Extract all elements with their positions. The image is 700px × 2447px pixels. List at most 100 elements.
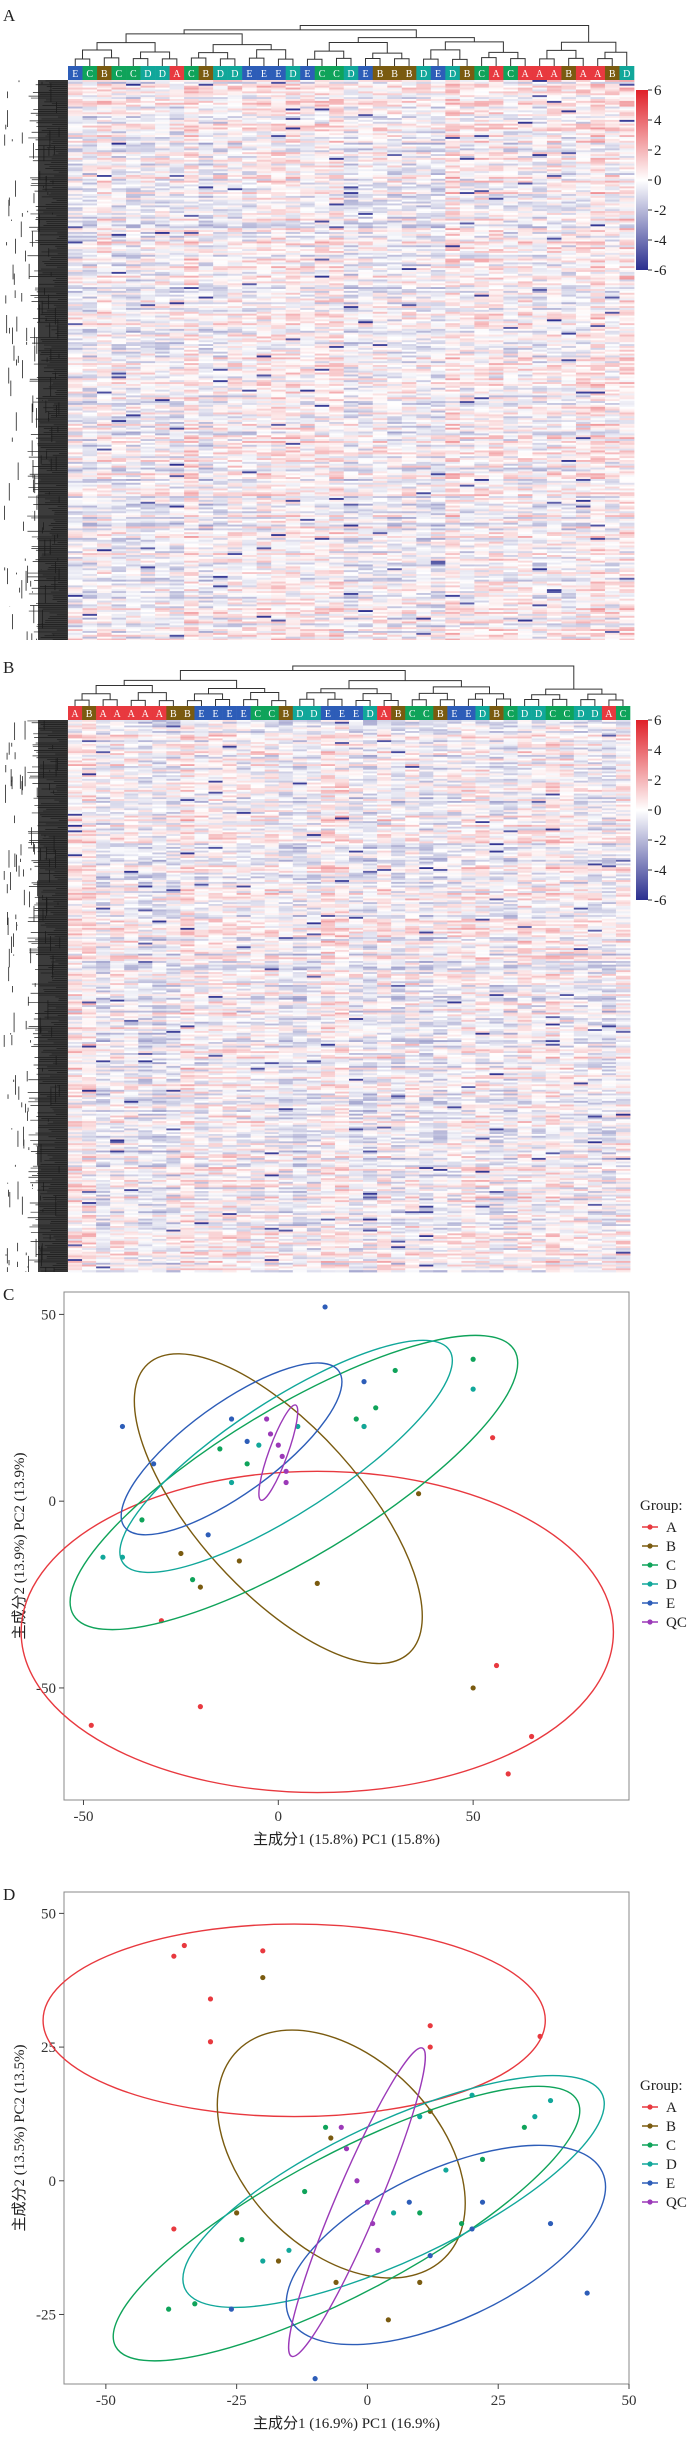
heatmap-cell (68, 180, 83, 183)
heatmap-cell (155, 243, 170, 246)
heatmap-cell (459, 271, 475, 275)
heatmap-cell (372, 237, 388, 240)
heatmap-cell (184, 99, 200, 102)
heatmap-cell (416, 127, 432, 130)
heatmap-cell (517, 186, 533, 189)
heatmap-cell (271, 260, 287, 263)
heatmap-cell (111, 300, 127, 303)
heatmap-cell (97, 150, 112, 153)
heatmap-cell (358, 159, 374, 163)
heatmap-cell (242, 186, 258, 189)
heatmap-cell (416, 85, 432, 88)
heatmap-cell (169, 167, 185, 170)
heatmap-cell (126, 85, 141, 88)
heatmap-cell (619, 180, 635, 183)
heatmap-cell (256, 254, 272, 258)
heatmap-cell (401, 127, 417, 130)
heatmap-cell (604, 173, 620, 176)
heatmap-cell (590, 239, 606, 242)
heatmap-cell (242, 108, 258, 111)
heatmap-cell (445, 249, 461, 252)
heatmap-cell (503, 148, 519, 151)
heatmap-cell (169, 239, 185, 242)
heatmap-cell (111, 133, 127, 136)
heatmap-cell (155, 138, 170, 142)
heatmap-cell (445, 245, 461, 248)
heatmap-cell (285, 207, 301, 210)
heatmap-cell (68, 260, 83, 263)
heatmap-cell (474, 129, 490, 132)
heatmap-cell (198, 167, 214, 170)
heatmap-cell (68, 182, 83, 185)
heatmap-cell (126, 129, 141, 132)
heatmap-cell (227, 161, 243, 164)
heatmap-cell (111, 197, 127, 201)
heatmap-cell (430, 119, 446, 123)
heatmap-cell (604, 159, 620, 163)
heatmap-cell (169, 192, 185, 195)
heatmap-cell (372, 203, 388, 206)
heatmap-cell (82, 99, 98, 102)
heatmap-cell (532, 156, 548, 159)
heatmap-cell (561, 252, 577, 256)
heatmap-cell (111, 91, 127, 94)
heatmap-cell (532, 203, 548, 206)
heatmap-cell (300, 188, 316, 191)
heatmap-cell (430, 131, 446, 134)
heatmap-cell (561, 271, 577, 275)
heatmap-cell (111, 205, 127, 208)
heatmap-cell (82, 165, 98, 168)
heatmap-cell (430, 148, 446, 151)
heatmap-cell (68, 104, 83, 107)
heatmap-cell (82, 93, 98, 96)
heatmap-cell (97, 119, 112, 123)
heatmap-cell (300, 144, 316, 147)
heatmap-cell (111, 93, 127, 96)
heatmap-cell (184, 89, 200, 92)
heatmap-cell (126, 252, 141, 256)
heatmap-cell (517, 195, 533, 199)
heatmap-cell (387, 161, 403, 164)
heatmap-cell (68, 99, 83, 102)
heatmap-cell (140, 186, 156, 189)
heatmap-cell (213, 213, 229, 216)
heatmap-cell (198, 247, 214, 250)
heatmap-cell (213, 178, 229, 182)
heatmap-cell (256, 186, 272, 189)
heatmap-cell (242, 192, 258, 195)
heatmap-cell (445, 169, 461, 172)
heatmap-cell (213, 197, 229, 201)
heatmap-cell (227, 224, 243, 227)
heatmap-cell (590, 108, 606, 111)
heatmap-cell (546, 247, 562, 250)
heatmap-cell (140, 289, 156, 292)
heatmap-cell (546, 186, 562, 189)
heatmap-cell (459, 104, 475, 107)
heatmap-cell (358, 118, 374, 121)
heatmap-cell (68, 285, 83, 288)
heatmap-cell (155, 268, 170, 271)
heatmap-cell (343, 277, 359, 280)
heatmap-cell (561, 95, 577, 98)
heatmap-cell (358, 197, 374, 201)
heatmap-cell (256, 266, 272, 269)
heatmap-cell (227, 112, 243, 115)
heatmap-cell (517, 95, 533, 98)
heatmap-cell (575, 222, 591, 225)
heatmap-cell (314, 138, 330, 142)
heatmap-cell (387, 142, 403, 145)
heatmap-cell (184, 93, 200, 96)
heatmap-cell (372, 121, 388, 125)
heatmap-cell (155, 194, 170, 197)
heatmap-cell (488, 207, 504, 210)
heatmap-cell (503, 209, 519, 212)
heatmap-cell (590, 197, 606, 201)
heatmap-cell (111, 171, 127, 174)
heatmap-cell (300, 233, 316, 237)
heatmap-cell (575, 156, 591, 159)
heatmap-cell (546, 292, 562, 296)
heatmap-cell (256, 119, 272, 123)
heatmap-cell (169, 270, 185, 273)
heatmap-cell (590, 140, 606, 144)
heatmap-cell (488, 178, 504, 182)
